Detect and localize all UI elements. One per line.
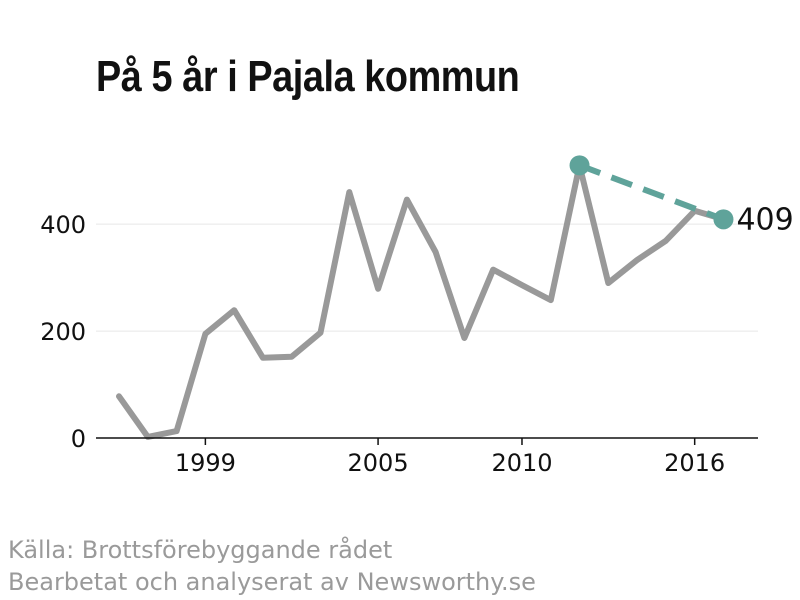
- highlight-point-start: [569, 155, 590, 176]
- source-line: Källa: Brottsförebyggande rådet: [8, 536, 393, 564]
- x-tick-label-2005: 2005: [348, 449, 409, 477]
- label-layer: 0 200 400 1999 2005 2010 2016 409: [40, 202, 794, 477]
- x-tick-label-2010: 2010: [491, 449, 552, 477]
- highlight-point-end: [713, 209, 734, 230]
- line-chart: 0 200 400 1999 2005 2010 2016 409: [40, 155, 794, 477]
- y-tick-label-0: 0: [71, 425, 86, 453]
- chart-title: På 5 år i Pajala kommun: [96, 52, 520, 101]
- x-tick-label-1999: 1999: [175, 449, 236, 477]
- end-value-label: 409: [736, 202, 793, 237]
- series-line: [116, 162, 727, 440]
- highlight-dashed-line: [578, 162, 725, 223]
- y-tick-label-200: 200: [40, 318, 86, 346]
- axis-layer: [96, 437, 758, 445]
- x-tick-label-2016: 2016: [664, 449, 725, 477]
- credit-line: Bearbetat och analyserat av Newsworthy.s…: [8, 568, 536, 596]
- y-tick-label-400: 400: [40, 211, 86, 239]
- series-layer: [116, 155, 734, 440]
